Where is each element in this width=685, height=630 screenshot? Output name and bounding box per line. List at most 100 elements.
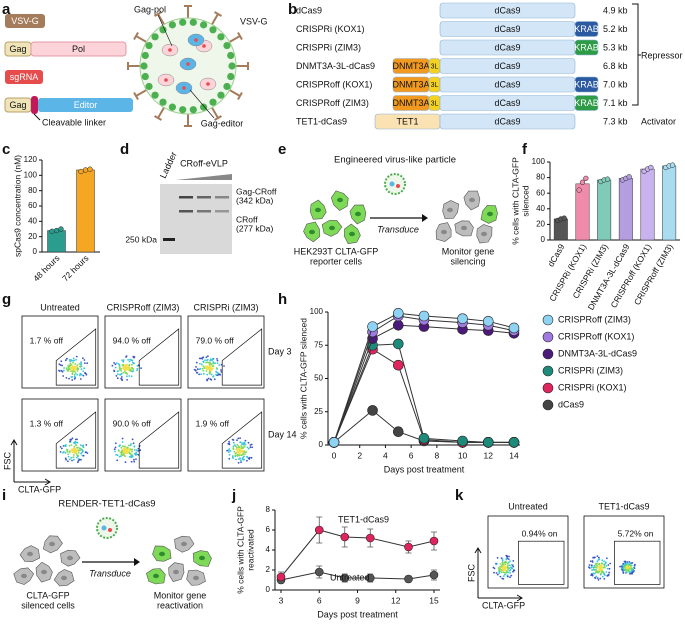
nucleus: [67, 555, 73, 561]
band-label: (342 kDa): [236, 195, 273, 205]
vlp-core: [396, 184, 400, 188]
marker-label: 250 kDa: [125, 234, 157, 244]
replicate-dot: [669, 162, 676, 168]
event-dot: [627, 562, 629, 564]
event-dot: [123, 454, 126, 457]
nucleus: [441, 229, 447, 235]
data-point: [457, 435, 468, 447]
event-dot: [597, 579, 600, 581]
axis-arrow: [10, 439, 51, 486]
group-label: Repressor: [641, 50, 683, 60]
legend-swatch: [542, 399, 554, 411]
event-dot: [594, 556, 596, 559]
band-label: CRoff: [236, 214, 258, 224]
event-dot: [72, 368, 74, 370]
y-axis-label: reactivated: [245, 529, 255, 571]
flow-plot: [187, 398, 265, 472]
event-dot: [80, 365, 83, 368]
event-dot: [69, 364, 71, 367]
event-dot: [114, 363, 117, 366]
event-dot: [600, 562, 603, 565]
construct-size: 7.1 kb: [603, 98, 628, 108]
replicate-dot: [626, 174, 632, 180]
event-dot: [80, 368, 83, 370]
replicate-dot: [579, 179, 586, 185]
x-axis-label: Days post treatment: [317, 609, 398, 619]
event-dot: [599, 569, 602, 571]
event-dot: [594, 571, 597, 573]
x-tick-label: 15: [429, 595, 439, 605]
data-point: [418, 433, 430, 444]
event-dot: [128, 363, 131, 366]
data-point: [367, 405, 378, 416]
event-dot: [599, 577, 602, 580]
event-dot: [236, 450, 239, 452]
event-dot: [201, 368, 204, 370]
event-dot: [596, 555, 599, 557]
event-dot: [122, 365, 125, 368]
event-dot: [131, 448, 134, 451]
legend-label: CRISPRi (KOX1): [558, 382, 627, 392]
y-tick-label: 50: [314, 374, 323, 383]
gate-label: 0.94% on: [522, 528, 558, 538]
nucleus: [41, 569, 47, 575]
vsvg-box-label: VSV-G: [11, 16, 39, 26]
event-dot: [122, 453, 125, 455]
event-dot: [63, 369, 65, 372]
event-dot: [123, 448, 126, 451]
event-dot: [126, 373, 129, 375]
arrow-head: [134, 558, 140, 566]
event-dot: [603, 560, 605, 563]
event-dot: [116, 377, 119, 380]
event-dot: [117, 373, 119, 376]
y-axis-label: spCas9 concentration (nM): [12, 155, 22, 257]
panel-letter: a: [2, 1, 11, 18]
event-dot: [122, 359, 125, 361]
event-dot: [216, 359, 219, 362]
x-tick-label: 14: [509, 450, 519, 460]
event-dot: [602, 566, 605, 569]
event-dot: [209, 378, 212, 381]
event-dot: [495, 563, 498, 566]
event-dot: [211, 365, 214, 368]
event-dot: [206, 359, 208, 362]
event-dot: [603, 573, 606, 576]
event-dot: [600, 567, 602, 569]
event-dot: [590, 566, 593, 569]
event-dot: [136, 364, 139, 367]
nucleus: [481, 231, 487, 237]
event-dot: [502, 566, 505, 569]
event-dot: [240, 454, 243, 457]
membrane-bead: [159, 26, 167, 34]
event-dot: [86, 452, 89, 454]
data-point: [276, 572, 286, 582]
event-dot: [591, 574, 594, 576]
event-dot: [601, 559, 604, 562]
event-dot: [79, 363, 82, 366]
event-dot: [596, 570, 599, 573]
membrane-bead: [145, 41, 153, 50]
domain: [439, 113, 576, 130]
event-dot: [67, 453, 69, 455]
nucleus: [159, 551, 165, 557]
event-dot: [251, 446, 254, 449]
event-dot: [239, 441, 242, 444]
event-dot: [596, 560, 599, 563]
event-dot: [236, 455, 239, 457]
domain-label: 3L: [431, 100, 439, 107]
event-dot: [136, 369, 138, 372]
event-dot: [220, 369, 222, 371]
event-dot: [75, 441, 78, 444]
event-dot: [220, 371, 223, 373]
legend-swatch: [542, 382, 554, 394]
x-tick-label: 6: [317, 595, 322, 605]
event-dot: [120, 377, 122, 380]
spike: [211, 107, 219, 119]
event-dot: [601, 575, 604, 578]
event-dot: [124, 445, 126, 448]
event-dot: [212, 362, 215, 365]
event-dot: [131, 455, 134, 458]
event-dot: [72, 456, 75, 458]
domain-label: DNMT3A: [392, 61, 429, 71]
event-dot: [628, 570, 631, 572]
